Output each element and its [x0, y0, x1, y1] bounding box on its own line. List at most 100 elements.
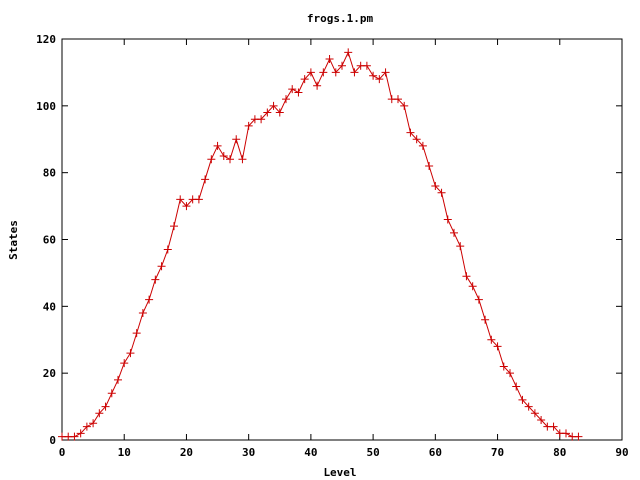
data-point	[238, 155, 247, 164]
data-point	[537, 415, 546, 424]
data-point	[350, 68, 359, 77]
data-point	[120, 359, 129, 368]
data-point	[126, 349, 135, 358]
y-tick-label: 120	[36, 33, 56, 46]
data-point	[138, 309, 147, 318]
data-point	[170, 222, 178, 231]
series-line	[62, 51, 579, 438]
data-point	[319, 68, 328, 77]
data-point	[362, 61, 371, 70]
data-point	[294, 88, 303, 97]
data-point	[269, 101, 278, 110]
data-point	[82, 422, 91, 431]
data-point	[462, 272, 471, 281]
data-point	[89, 419, 98, 428]
data-point	[325, 55, 334, 64]
data-point	[493, 342, 502, 351]
data-point	[474, 295, 483, 304]
data-point	[499, 362, 508, 371]
data-point	[481, 315, 490, 324]
data-point	[412, 135, 421, 144]
data-point	[244, 121, 253, 130]
data-point	[257, 115, 266, 124]
data-point	[369, 71, 378, 80]
data-point	[375, 75, 384, 84]
x-tick-label: 10	[118, 446, 131, 459]
data-point	[524, 402, 533, 411]
data-point	[132, 329, 141, 338]
data-point	[518, 395, 527, 404]
data-point	[437, 188, 446, 197]
y-tick-label: 40	[43, 300, 56, 313]
data-point	[506, 369, 514, 378]
y-tick-label: 100	[36, 100, 56, 113]
data-point	[263, 108, 272, 117]
x-tick-label: 30	[242, 446, 255, 459]
data-point	[456, 242, 465, 251]
x-tick-label: 40	[304, 446, 317, 459]
data-point	[232, 135, 241, 144]
data-point	[226, 155, 234, 164]
data-point	[194, 195, 203, 204]
data-point	[288, 85, 297, 94]
x-axis: 0 10 20 30 40 50 60 70 80 90	[59, 39, 629, 459]
data-point	[219, 151, 228, 160]
data-point	[400, 101, 409, 110]
data-point	[306, 68, 315, 77]
data-point	[512, 382, 521, 391]
data-point	[201, 175, 210, 184]
data-point	[487, 335, 496, 344]
data-point	[95, 409, 104, 418]
data-point	[101, 402, 110, 411]
data-point	[145, 295, 154, 304]
series-states	[58, 48, 583, 441]
data-point	[331, 68, 340, 77]
data-point	[418, 141, 427, 150]
x-tick-label: 80	[553, 446, 566, 459]
x-tick-label: 50	[366, 446, 379, 459]
data-point	[151, 275, 160, 284]
x-axis-label: Level	[323, 466, 356, 479]
data-point	[107, 389, 116, 398]
data-point	[182, 202, 191, 211]
x-tick-label: 0	[59, 446, 66, 459]
data-point	[313, 81, 322, 90]
y-axis-label: States	[7, 220, 20, 260]
x-tick-label: 70	[491, 446, 504, 459]
data-point	[338, 61, 346, 70]
data-point	[114, 375, 122, 384]
data-point	[443, 215, 452, 224]
data-point	[275, 108, 284, 117]
data-point	[562, 429, 570, 438]
data-point	[300, 75, 309, 84]
data-point	[176, 195, 185, 204]
data-point	[450, 228, 458, 237]
data-point	[157, 262, 166, 271]
data-point	[207, 155, 216, 164]
data-point	[163, 245, 172, 254]
data-point	[431, 182, 440, 191]
data-point	[381, 68, 390, 77]
data-point	[76, 429, 85, 438]
y-tick-label: 60	[43, 234, 56, 247]
x-tick-label: 20	[180, 446, 193, 459]
x-tick-label: 90	[615, 446, 628, 459]
y-axis: 0 20 40 60 80 100 120	[36, 33, 622, 447]
data-point	[213, 141, 222, 150]
x-tick-label: 60	[429, 446, 442, 459]
data-point	[425, 161, 434, 170]
data-point	[344, 48, 353, 57]
y-tick-label: 0	[49, 434, 56, 447]
data-point	[282, 95, 290, 104]
y-tick-label: 20	[43, 367, 56, 380]
data-point	[468, 282, 477, 291]
data-point	[394, 95, 402, 104]
data-point	[574, 432, 583, 441]
y-tick-label: 80	[43, 167, 56, 180]
chart-title: frogs.1.pm	[307, 12, 374, 25]
data-point	[406, 128, 415, 137]
data-point	[530, 409, 539, 418]
data-point	[70, 432, 79, 441]
data-point	[549, 422, 558, 431]
